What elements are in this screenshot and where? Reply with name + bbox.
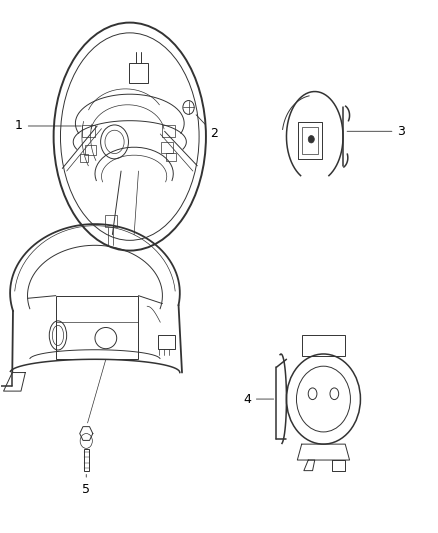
Bar [302,335,345,356]
Bar [161,142,173,152]
Text: 1: 1 [15,119,81,133]
Bar [85,144,96,155]
Text: 4: 4 [243,393,274,406]
Bar [129,63,148,83]
Text: 3: 3 [347,125,405,138]
Text: 2: 2 [196,115,218,140]
Bar [302,126,318,154]
Bar [166,153,176,161]
Bar [84,449,89,471]
Bar [162,125,176,137]
Bar [56,296,138,359]
Bar [298,122,322,159]
Bar [105,215,117,227]
Circle shape [308,135,314,143]
Text: 5: 5 [82,474,90,496]
Bar [158,335,175,349]
Bar [82,125,95,137]
Bar [80,154,88,162]
